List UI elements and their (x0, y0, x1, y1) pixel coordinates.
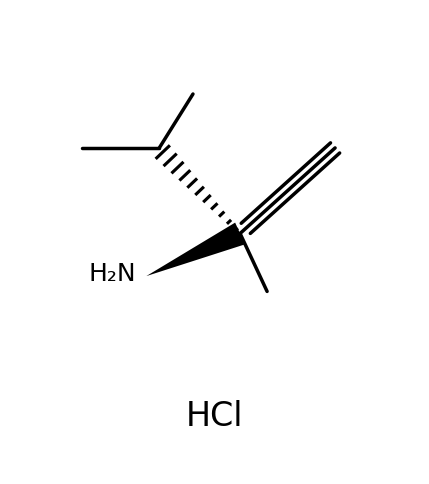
Polygon shape (146, 223, 245, 276)
Text: H₂N: H₂N (88, 262, 136, 286)
Text: HCl: HCl (186, 400, 243, 433)
